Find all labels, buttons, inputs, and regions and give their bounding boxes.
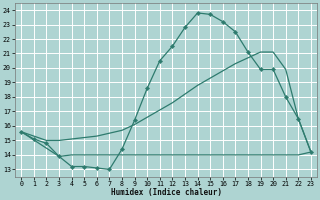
X-axis label: Humidex (Indice chaleur): Humidex (Indice chaleur): [111, 188, 221, 197]
